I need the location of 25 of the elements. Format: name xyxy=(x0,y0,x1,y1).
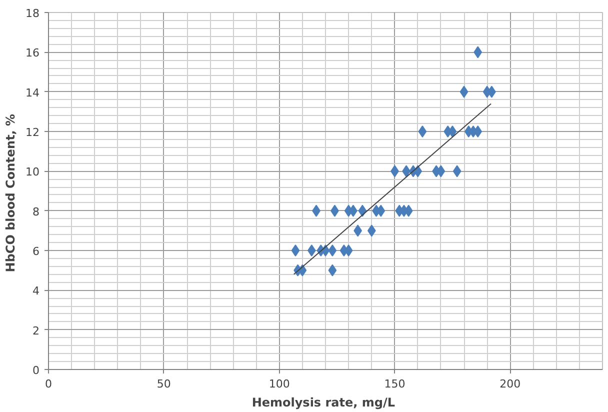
point xyxy=(328,244,337,256)
point xyxy=(474,46,482,58)
x-tick-label: 200 xyxy=(500,378,521,390)
x-tick-label: 50 xyxy=(156,378,171,390)
point xyxy=(418,126,427,138)
y-tick-label: 4 xyxy=(32,284,40,298)
y-tick-label: 8 xyxy=(32,205,40,218)
y-tick-label: 6 xyxy=(32,245,40,258)
y-tick-label: 16 xyxy=(26,46,40,60)
x-tick-label: 150 xyxy=(384,378,406,390)
y-axis-title: HbCO blood Content, % xyxy=(4,114,18,272)
y-tick-label: 18 xyxy=(26,7,40,20)
x-axis-title: Hemolysis rate, mg/L xyxy=(252,396,396,410)
y-tick-label: 10 xyxy=(26,166,40,179)
x-tick-label: 0 xyxy=(45,378,52,390)
y-tick-label: 14 xyxy=(26,86,40,100)
y-tick-label: 12 xyxy=(26,126,40,139)
point xyxy=(460,86,468,98)
x-tick-label: 100 xyxy=(268,378,290,390)
y-tick-label: 2 xyxy=(32,324,40,338)
point xyxy=(307,244,316,256)
y-tick-label: 0 xyxy=(32,364,40,377)
point xyxy=(328,264,337,276)
point xyxy=(452,165,462,178)
point xyxy=(291,244,300,256)
